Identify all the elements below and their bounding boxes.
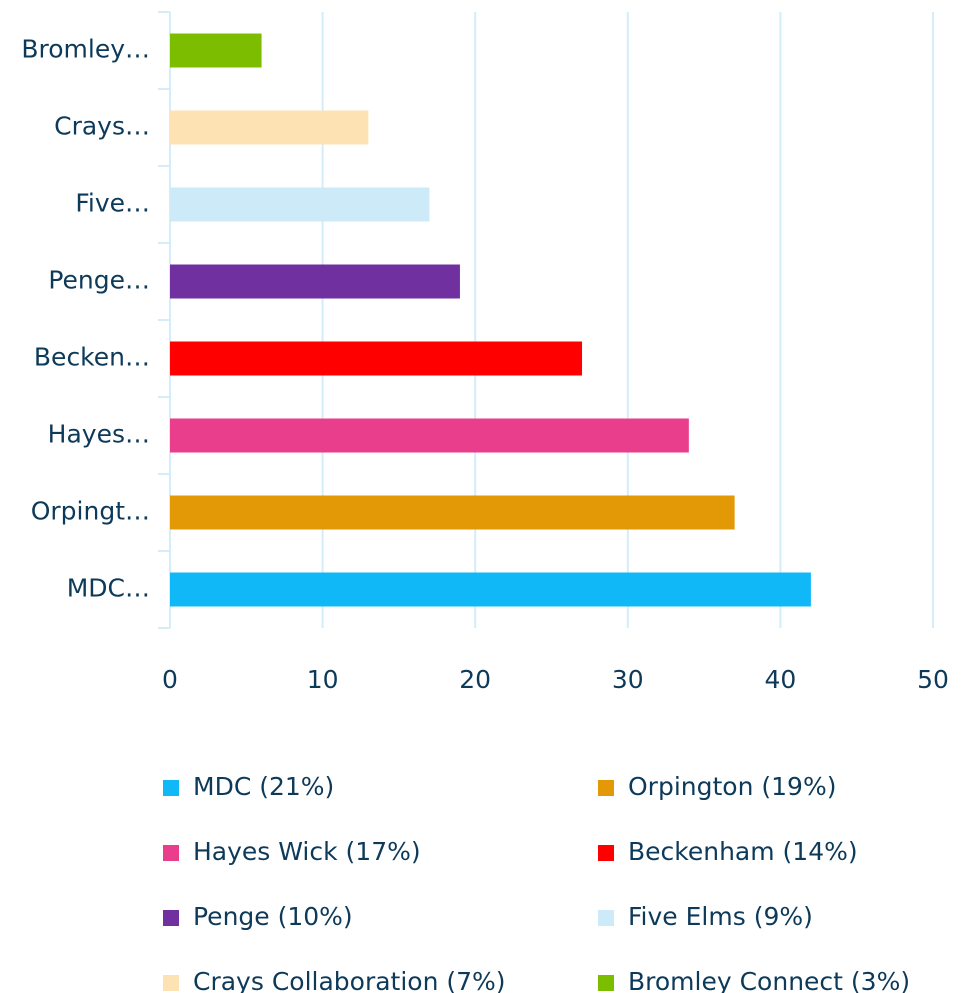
bar	[170, 418, 689, 453]
bar	[170, 264, 460, 299]
legend-label: Bromley Connect (3%)	[628, 967, 910, 993]
y-tick-label: Five…	[75, 189, 150, 218]
x-tick-label: 0	[162, 665, 178, 694]
legend-label: Hayes Wick (17%)	[193, 837, 421, 866]
bar	[170, 33, 262, 68]
legend-swatch	[163, 780, 179, 796]
y-tick-label: Becken…	[34, 343, 150, 372]
bar	[170, 495, 735, 530]
y-tick-label: Orpingt…	[31, 497, 150, 526]
legend-swatch	[598, 910, 614, 926]
x-tick-label: 30	[612, 665, 644, 694]
bar	[170, 572, 811, 607]
legend-swatch	[163, 910, 179, 926]
legend-swatch	[598, 975, 614, 991]
legend-label: Orpington (19%)	[628, 772, 836, 801]
legend-swatch	[163, 845, 179, 861]
y-tick-label: Hayes…	[48, 420, 150, 449]
x-tick-label: 20	[459, 665, 491, 694]
legend-swatch	[598, 845, 614, 861]
legend-label: Beckenham (14%)	[628, 837, 858, 866]
bar	[170, 341, 583, 376]
x-tick-label: 40	[764, 665, 796, 694]
legend-label: Penge (10%)	[193, 902, 353, 931]
bar	[170, 110, 369, 145]
y-tick-label: Bromley…	[21, 35, 150, 64]
bar	[170, 187, 430, 222]
legend-label: Crays Collaboration (7%)	[193, 967, 506, 993]
legend-label: Five Elms (9%)	[628, 902, 813, 931]
legend-label: MDC (21%)	[193, 772, 334, 801]
x-tick-label: 50	[917, 665, 949, 694]
legend-swatch	[598, 780, 614, 796]
y-tick-label: MDC…	[67, 574, 150, 603]
legend-swatch	[163, 975, 179, 991]
x-tick-label: 10	[307, 665, 339, 694]
y-tick-label: Crays…	[54, 112, 150, 141]
y-tick-label: Penge…	[48, 266, 150, 295]
